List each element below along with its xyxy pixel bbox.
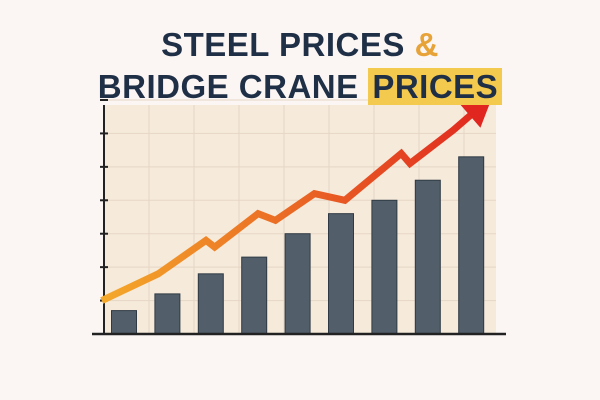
title-text: BRIDGE CRANE	[97, 68, 359, 105]
bar	[328, 213, 354, 335]
trend-line	[100, 97, 491, 304]
title-amp: &	[414, 26, 439, 63]
title-highlight: PRICES	[368, 68, 503, 105]
title-line: BRIDGE CRANE PRICES	[0, 68, 600, 106]
bar	[241, 256, 268, 335]
title-text: STEEL PRICES	[161, 26, 405, 63]
bar	[197, 273, 224, 335]
bar	[111, 310, 137, 335]
bar	[458, 156, 485, 335]
title-line: STEEL PRICES &	[0, 26, 600, 64]
bar	[414, 179, 441, 335]
bar	[154, 293, 181, 335]
bar	[371, 199, 398, 335]
bar	[284, 233, 311, 335]
